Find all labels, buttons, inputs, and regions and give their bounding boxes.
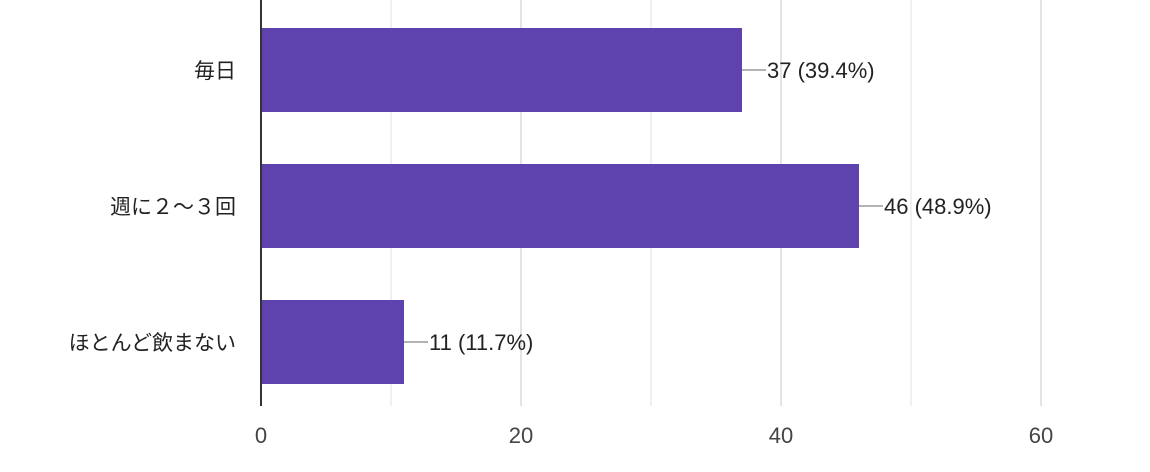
x-tick-label: 40 [769,423,793,448]
data-labels: 37 (39.4%) 46 (48.9%) 11 (11.7%) [429,58,992,355]
x-tick-label: 60 [1029,423,1053,448]
x-tick-label: 20 [509,423,533,448]
bar [261,28,742,112]
category-label: 毎日 [194,59,236,83]
x-axis-ticks: 0 20 40 60 [255,423,1053,448]
data-label: 11 (11.7%) [429,330,533,355]
x-tick-label: 0 [255,423,267,448]
leader-lines [404,69,883,343]
bars [261,28,859,384]
data-label: 37 (39.4%) [767,58,875,83]
bar [261,164,859,248]
data-label: 46 (48.9%) [884,194,992,219]
bar [261,300,404,384]
category-label: 週に２〜３回 [110,195,236,219]
category-label: ほとんど飲まない [69,331,236,355]
